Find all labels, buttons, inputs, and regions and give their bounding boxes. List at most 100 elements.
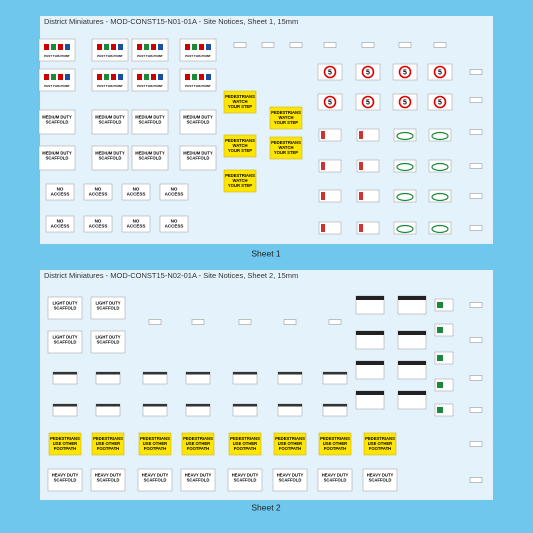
icon	[158, 74, 163, 80]
sheet-caption: Sheet 1	[251, 248, 281, 258]
icon	[53, 372, 77, 375]
icon	[185, 44, 190, 50]
sign	[433, 42, 447, 48]
sign	[469, 193, 483, 199]
icon	[437, 407, 443, 413]
icon	[96, 372, 120, 375]
icon	[321, 131, 325, 139]
sign-text: SCAFFOLD	[97, 340, 120, 345]
icon	[53, 404, 77, 407]
sign-text: NO	[133, 219, 140, 224]
sign-text: YOUR STEP	[274, 120, 298, 125]
sign-text: HEAVY DUTY	[232, 473, 259, 478]
sign-text: YOUR STEP	[228, 183, 252, 188]
sign	[289, 42, 303, 48]
sign	[269, 106, 303, 130]
sign-text: FOOTPATH	[324, 446, 346, 451]
sign-text: SCAFFOLD	[99, 120, 122, 125]
sign-text: PEDESTRIANS	[225, 173, 255, 178]
speed-ring	[433, 65, 447, 79]
icon	[398, 391, 426, 395]
sign-text: HEAVY DUTY	[52, 473, 79, 478]
sign-text: MEDIUM DUTY	[135, 151, 165, 156]
speed-ring	[398, 65, 412, 79]
sign-text: SCAFFOLD	[369, 478, 392, 483]
icon	[431, 192, 449, 202]
sign-text: SCAFFOLD	[46, 120, 69, 125]
sign-text: LIGHT DUTY	[95, 335, 120, 340]
sign-text: SCAFFOLD	[99, 156, 122, 161]
sign-text: USE OTHER	[323, 441, 347, 446]
sign	[91, 145, 129, 171]
sign	[131, 109, 169, 135]
icon	[321, 192, 325, 200]
sign-text: SCAFFOLD	[54, 478, 77, 483]
icon	[356, 361, 384, 365]
sign-text: NO	[95, 219, 102, 224]
sign	[137, 468, 173, 492]
sign-text: FOOTPATH	[54, 446, 76, 451]
sign	[159, 183, 189, 201]
sign-text: PEDESTRIANS	[225, 138, 255, 143]
icon	[206, 44, 211, 50]
sign-text: FOOTPATH	[234, 446, 256, 451]
sign-text: SCAFFOLD	[144, 478, 167, 483]
icon	[356, 331, 384, 335]
sign	[227, 468, 263, 492]
sign-text: SCAFFOLD	[187, 478, 210, 483]
sign-text: SCAFFOLD	[187, 120, 210, 125]
sign-text: PAST THIS POINT	[44, 54, 70, 58]
icon	[186, 404, 210, 407]
sign	[469, 375, 483, 381]
sign-text: PEDESTRIANS	[271, 110, 301, 115]
sign-text: PAST THIS POINT	[44, 84, 70, 88]
sign	[238, 319, 252, 325]
sign	[90, 330, 126, 354]
sheet-title: District Miniatures - MOD-CONST15-N02-01…	[44, 271, 298, 280]
icon	[97, 74, 102, 80]
sign	[223, 90, 257, 114]
icon	[144, 44, 149, 50]
sign-text: ACCESS	[51, 192, 70, 197]
sign-text: SCAFFOLD	[234, 478, 257, 483]
sign-text: USE OTHER	[278, 441, 302, 446]
sign-text: HEAVY DUTY	[322, 473, 349, 478]
speed-ring	[398, 95, 412, 109]
icon	[206, 74, 211, 80]
sign	[38, 145, 76, 171]
icon	[58, 74, 63, 80]
sign-text: PAST THIS POINT	[97, 54, 123, 58]
sign	[317, 468, 353, 492]
sign-text: WATCH	[278, 115, 293, 120]
icon	[437, 302, 443, 308]
icon	[111, 44, 116, 50]
sign	[131, 145, 169, 171]
sign	[233, 42, 247, 48]
icon	[65, 74, 70, 80]
icon	[396, 192, 414, 202]
speed-ring	[323, 65, 337, 79]
icon	[137, 74, 142, 80]
icon	[111, 74, 116, 80]
sign-text: PEDESTRIANS	[50, 436, 80, 441]
icon	[356, 296, 384, 300]
sign	[363, 432, 397, 456]
sign-text: PAST THIS POINT	[185, 84, 211, 88]
sign	[469, 225, 483, 231]
sign-text: WATCH	[232, 178, 247, 183]
sign-text: MEDIUM DUTY	[42, 115, 72, 120]
sign-text: SCAFFOLD	[139, 120, 162, 125]
icon	[437, 355, 443, 361]
speed-ring	[323, 95, 337, 109]
sign-text: MEDIUM DUTY	[42, 151, 72, 156]
sign-text: PEDESTRIANS	[320, 436, 350, 441]
sign	[47, 330, 83, 354]
sign-text: HEAVY DUTY	[277, 473, 304, 478]
sign-text: MEDIUM DUTY	[95, 151, 125, 156]
icon	[143, 372, 167, 375]
icon	[431, 162, 449, 172]
icon	[137, 44, 142, 50]
sign	[469, 407, 483, 413]
icon	[359, 192, 363, 200]
